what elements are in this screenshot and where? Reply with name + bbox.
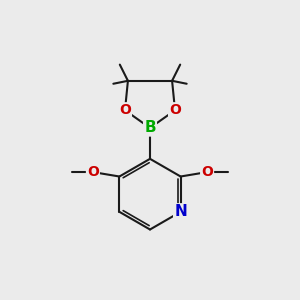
Text: O: O — [119, 103, 131, 117]
Text: O: O — [87, 165, 99, 179]
Text: N: N — [174, 204, 187, 219]
Text: B: B — [144, 120, 156, 135]
Text: O: O — [201, 165, 213, 179]
Text: O: O — [169, 103, 181, 117]
